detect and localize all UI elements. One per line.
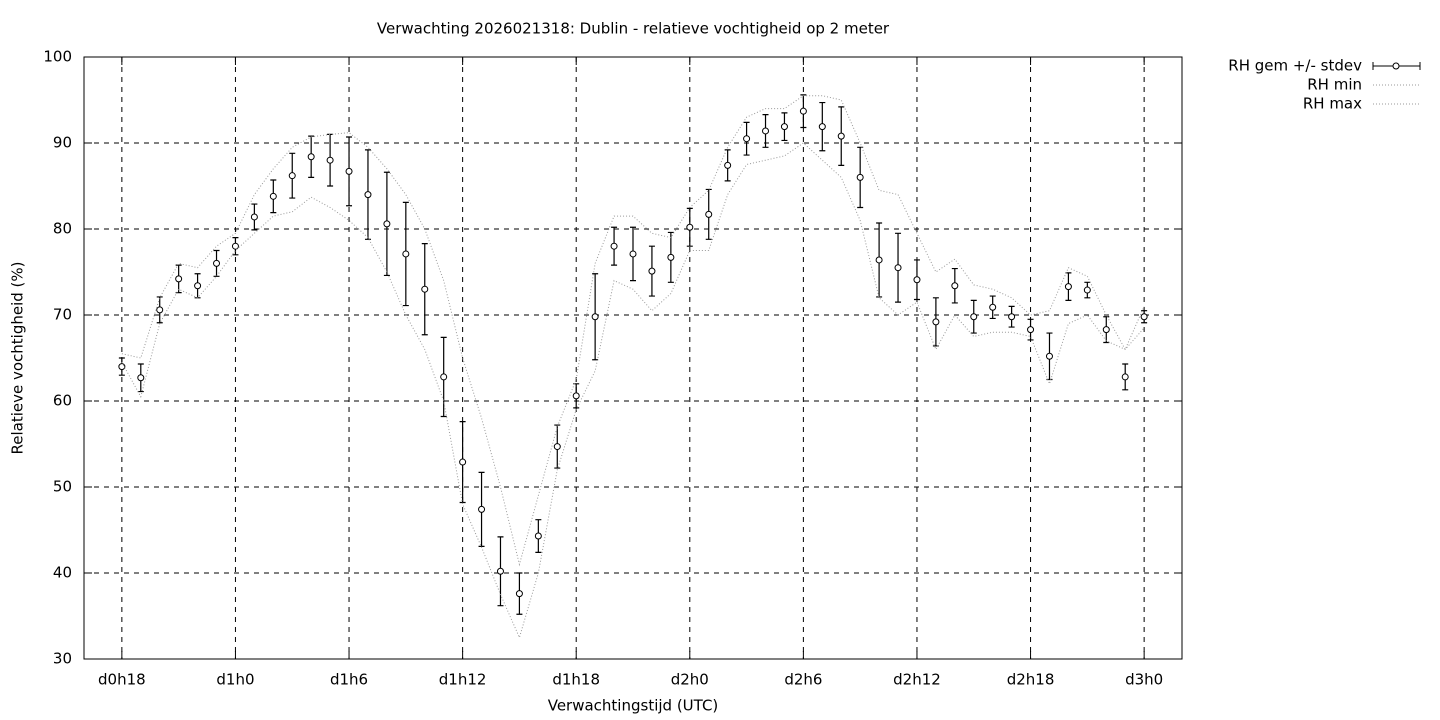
data-point (156, 306, 164, 314)
data-point (1102, 326, 1110, 334)
data-point (572, 392, 580, 400)
legend-swatch (1392, 62, 1400, 70)
series-line (121, 95, 1145, 567)
data-point (591, 313, 599, 321)
plot-frame (83, 56, 1183, 660)
data-point (269, 192, 277, 200)
y-tick-label: 60 (53, 392, 72, 410)
x-tick-label: d2h0 (671, 671, 709, 689)
data-point (364, 191, 372, 199)
data-point (1027, 326, 1035, 334)
x-tick-label: d1h0 (216, 671, 254, 689)
y-tick-label: 30 (53, 650, 72, 668)
data-point (213, 259, 221, 267)
x-axis-label: Verwachtingstijd (UTC) (548, 697, 719, 715)
y-tick-label: 40 (53, 564, 72, 582)
legend-label: RH min (1307, 76, 1362, 94)
data-point (478, 505, 486, 513)
data-point (194, 282, 202, 290)
data-point (629, 250, 637, 258)
x-tick-label: d1h6 (330, 671, 368, 689)
data-point (118, 363, 126, 371)
data-point (932, 318, 940, 326)
data-point (1140, 313, 1148, 321)
data-point (951, 282, 959, 290)
data-point (326, 156, 334, 164)
data-point (705, 210, 713, 218)
data-point (553, 443, 561, 451)
x-tick-label: d2h18 (1007, 671, 1055, 689)
data-point (345, 167, 353, 175)
data-point (440, 373, 448, 381)
data-point (1045, 352, 1053, 360)
data-point (231, 242, 239, 250)
data-point (402, 250, 410, 258)
data-point (1064, 283, 1072, 291)
data-point (610, 242, 618, 250)
data-point (780, 123, 788, 131)
data-point (534, 532, 542, 540)
legend-label: RH gem +/- stdev (1228, 57, 1362, 75)
data-point (307, 153, 315, 161)
data-point (1083, 286, 1091, 294)
data-point (799, 107, 807, 115)
y-tick-label: 90 (53, 134, 72, 152)
y-tick-label: 50 (53, 478, 72, 496)
data-point (421, 285, 429, 293)
data-point (137, 374, 145, 382)
data-point (667, 253, 675, 261)
y-tick-label: 100 (43, 48, 72, 66)
data-point (1121, 373, 1129, 381)
data-point (762, 127, 770, 135)
data-point (515, 590, 523, 598)
data-point (383, 220, 391, 228)
x-tick-label: d1h12 (439, 671, 487, 689)
x-tick-label: d3h0 (1125, 671, 1163, 689)
legend-label: RH max (1303, 95, 1362, 113)
data-point (875, 256, 883, 264)
chart-title: Verwachting 2026021318: Dublin - relatie… (377, 20, 890, 38)
x-tick-label: d1h18 (552, 671, 600, 689)
data-point (724, 161, 732, 169)
x-tick-label: d0h18 (98, 671, 146, 689)
series-line (121, 142, 1145, 639)
x-tick-label: d2h12 (893, 671, 941, 689)
data-point (288, 172, 296, 180)
data-point (743, 135, 751, 143)
data-point (686, 223, 694, 231)
data-point (1008, 313, 1016, 321)
data-point (913, 276, 921, 284)
data-point (648, 267, 656, 275)
data-point (989, 303, 997, 311)
x-tick-label: d2h6 (784, 671, 822, 689)
data-point (856, 173, 864, 181)
y-tick-label: 70 (53, 306, 72, 324)
data-point (818, 123, 826, 131)
y-tick-label: 80 (53, 220, 72, 238)
data-point (894, 264, 902, 272)
data-point (496, 567, 504, 575)
data-point (459, 458, 467, 466)
y-axis-label: Relatieve vochtigheid (%) (9, 261, 27, 454)
data-point (250, 213, 258, 221)
data-point (837, 132, 845, 140)
data-point (970, 313, 978, 321)
data-point (175, 275, 183, 283)
